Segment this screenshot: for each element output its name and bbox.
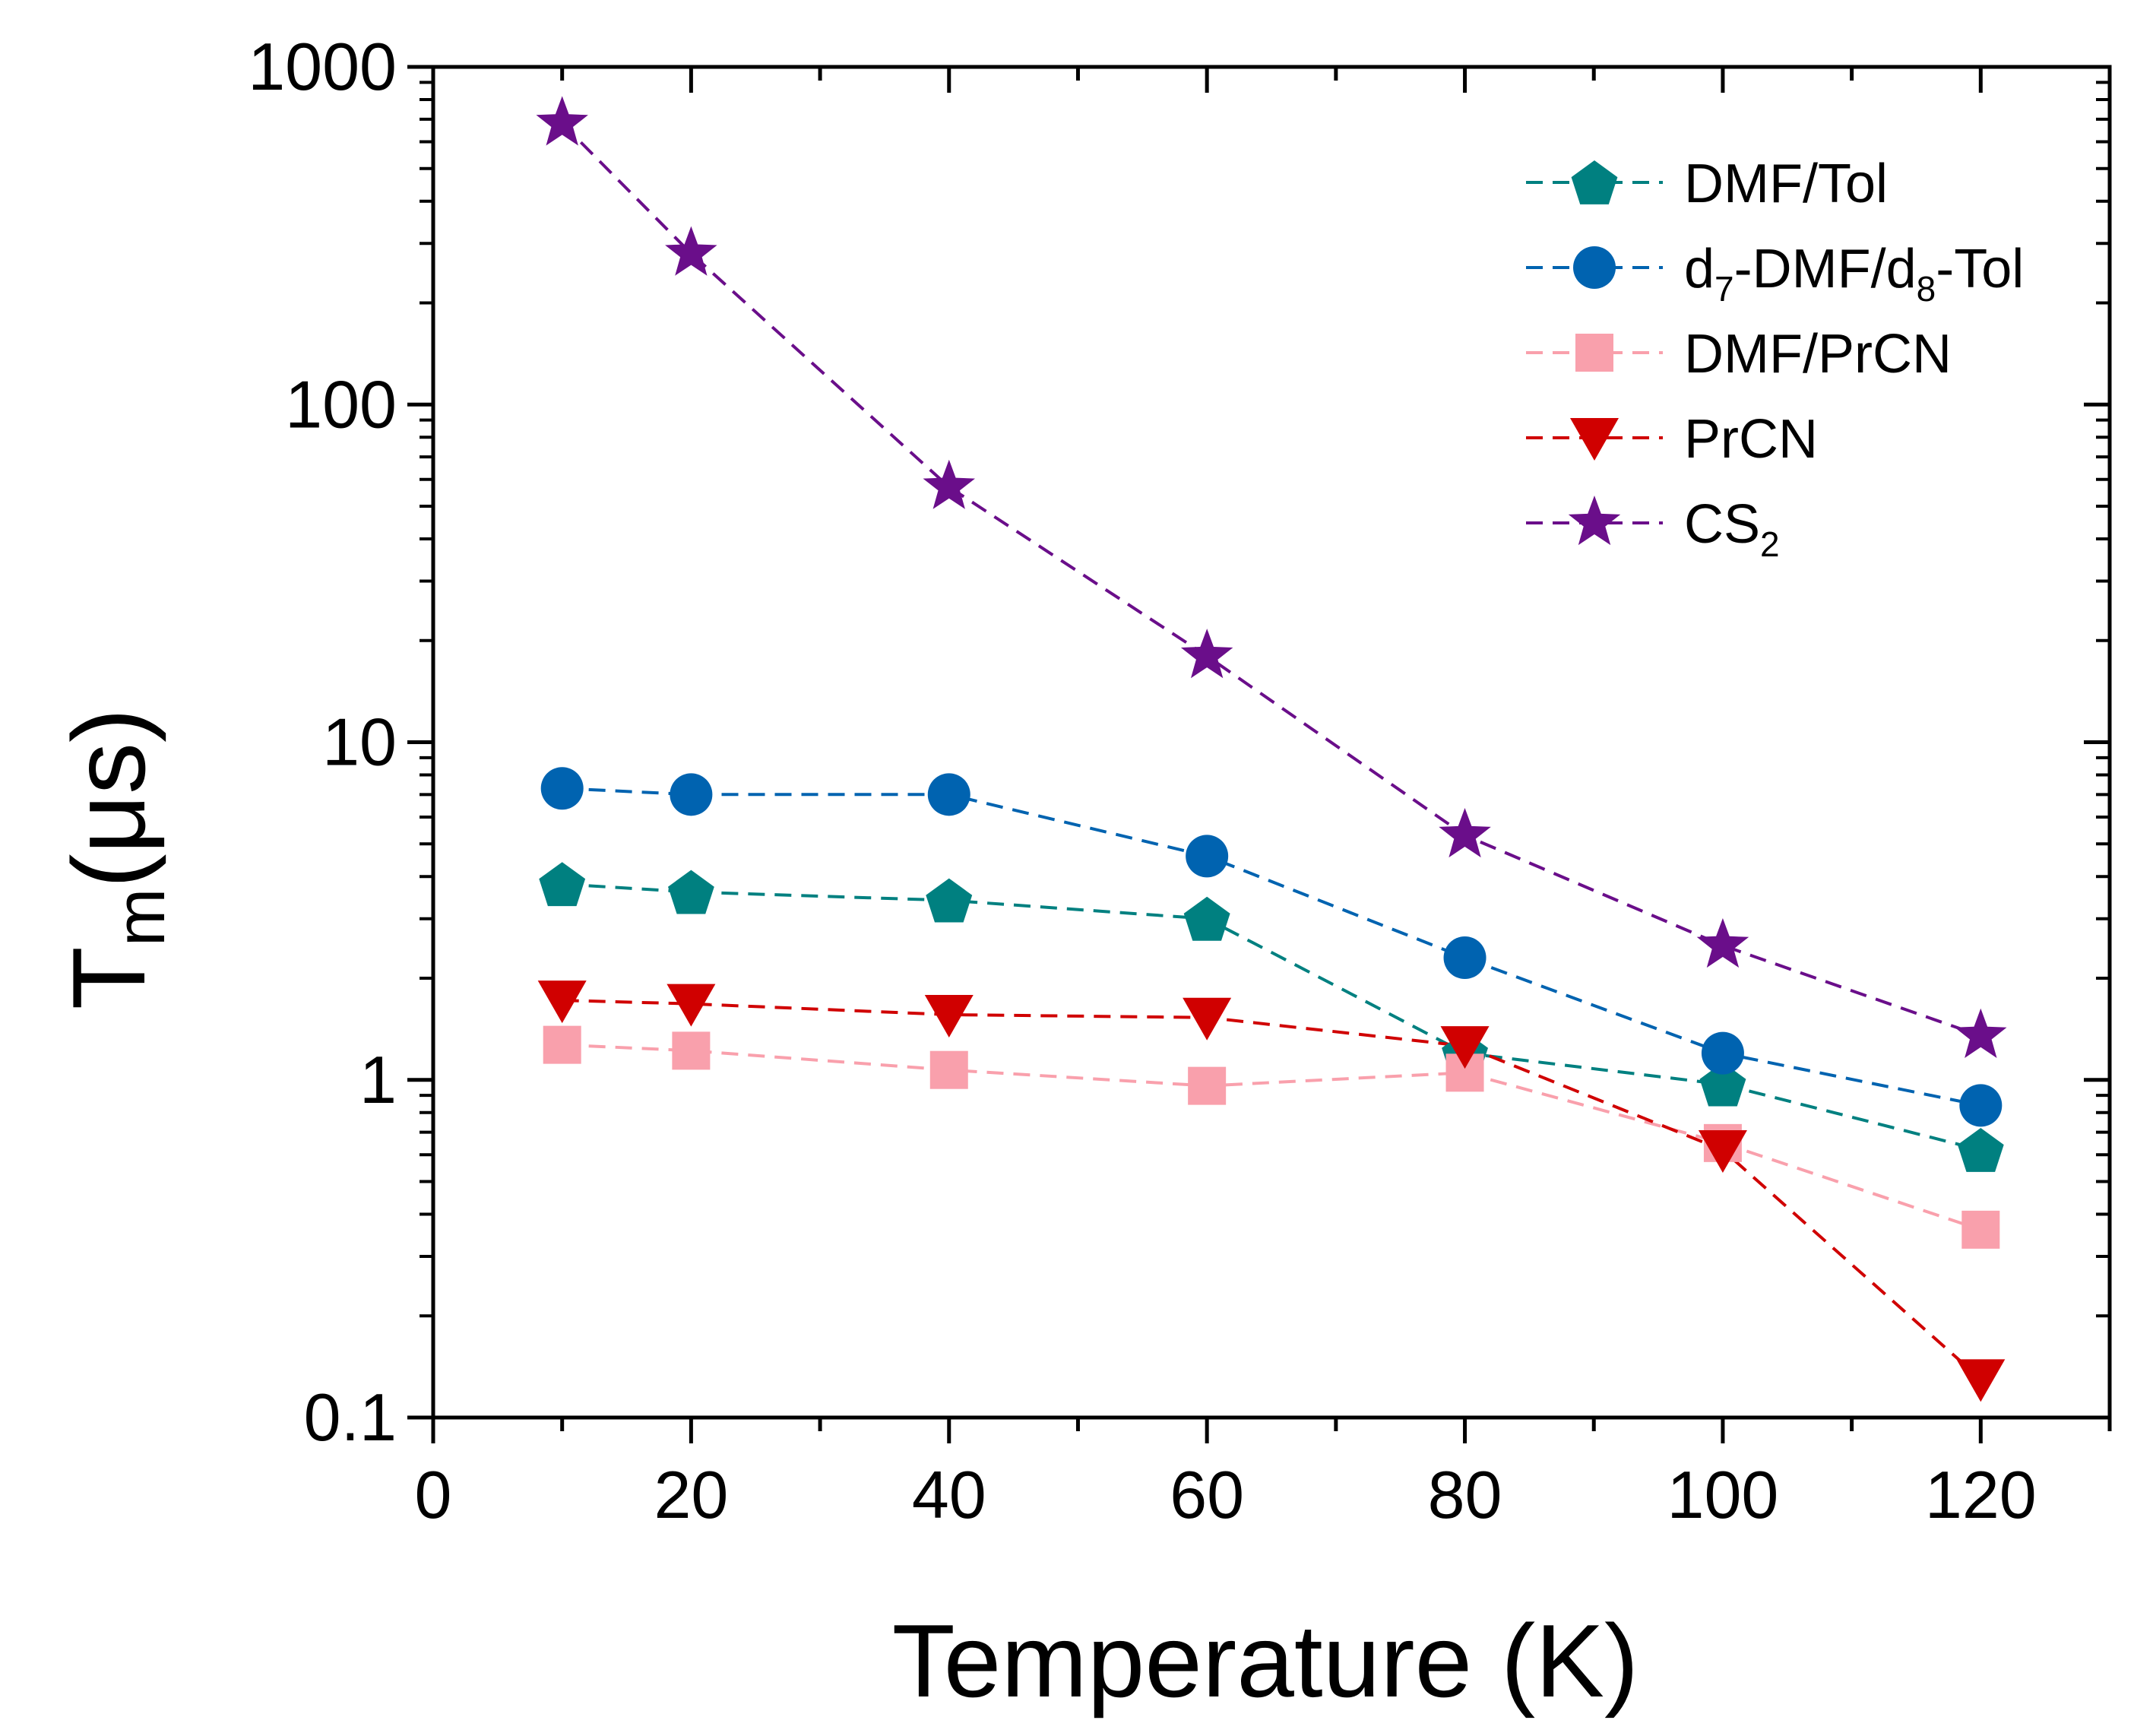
legend-label: d7-DMF/d8-Tol [1684,239,2024,309]
data-point-d7-dmf-d8-tol [540,767,584,810]
data-point-cs2 [1955,1008,2007,1058]
legend-item-dmf-tol: DMF/Tol [1526,154,1888,214]
data-point-d7-dmf-d8-tol [670,773,713,816]
legend-label: DMF/PrCN [1684,324,1952,385]
data-point-prcn [1698,1129,1747,1173]
legend-marker [1568,496,1621,546]
legend-item-dmf-prcn: DMF/PrCN [1526,324,1952,385]
data-point-d7-dmf-d8-tol [1186,835,1229,878]
x-tick-label: 80 [1428,1457,1502,1532]
data-point-cs2 [1439,808,1491,858]
legend-marker [1575,334,1613,372]
data-point-dmf-prcn [1188,1066,1227,1105]
legend-label-part: CS [1684,494,1760,555]
y-tick-label: 1 [359,1042,397,1117]
data-point-cs2 [923,459,975,509]
data-point-dmf-prcn [672,1031,711,1070]
y-tick-label: 0.1 [304,1380,397,1455]
data-point-prcn [1440,1026,1490,1069]
legend-label-part: d [1684,239,1714,299]
legend-item-prcn: PrCN [1526,409,1818,470]
y-axis-title-subscript: m [102,889,179,947]
x-tick-label: 20 [654,1457,728,1532]
plot-area [536,96,2007,1402]
legend-label: PrCN [1684,409,1818,470]
legend-label-part: -Tol [1936,239,2024,299]
legend-item-d7-dmf-d8-tol: d7-DMF/d8-Tol [1526,239,2024,309]
y-axis-title-unit: (μs) [51,708,166,889]
data-point-dmf-prcn [929,1050,968,1089]
y-axis-title-main: T [51,946,166,1009]
data-point-dmf-tol [668,870,714,914]
x-tick-label: 120 [1925,1457,2037,1532]
data-point-cs2 [665,226,717,276]
x-axis-title: Temperature (K) [892,1603,1639,1719]
legend-label-part: DMF/PrCN [1684,324,1952,385]
svg-text:Tm(μs): Tm(μs) [51,708,179,1010]
x-tick-label: 40 [912,1457,986,1532]
legend-label: CS2 [1684,494,1780,564]
legend-label-subscript: 7 [1714,269,1734,309]
data-point-d7-dmf-d8-tol [1443,936,1487,980]
y-tick-label: 100 [285,366,397,442]
legend: DMF/Tol d7-DMF/d8-Tol DMF/PrCN PrCN CS2 [1526,154,2024,564]
data-point-cs2 [536,96,588,146]
x-tick-label: 0 [415,1457,452,1532]
legend-label-subscript: 8 [1917,269,1936,309]
data-point-dmf-tol [926,878,973,923]
y-axis-title: Tm(μs) [51,708,179,1010]
data-point-dmf-tol [539,862,586,907]
data-point-d7-dmf-d8-tol [1701,1031,1744,1075]
axes: 0 20 40 60 80 100 120 0.1 1 10 100 1000 [248,29,2112,1532]
legend-item-cs2: CS2 [1526,494,1780,564]
legend-marker [1573,246,1616,289]
data-point-dmf-prcn [543,1025,581,1064]
legend-label-part: PrCN [1684,409,1818,470]
legend-marker [1570,418,1619,461]
data-point-d7-dmf-d8-tol [1959,1084,2003,1127]
data-point-prcn [1956,1359,2006,1402]
data-point-dmf-tol [1957,1128,2004,1172]
legend-label-subscript: 2 [1760,524,1780,564]
y-tick-label: 1000 [248,29,397,104]
y-tick-label: 10 [322,705,397,780]
data-point-prcn [924,994,974,1037]
data-point-prcn [1183,997,1232,1041]
legend-label-part: DMF/Tol [1684,154,1888,214]
legend-marker [1571,160,1618,204]
data-point-cs2 [1696,918,1749,968]
x-tick-label: 100 [1667,1457,1779,1532]
data-point-dmf-prcn [1961,1210,2000,1249]
data-point-prcn [537,980,587,1024]
legend-label-part: -DMF/d [1734,239,1917,299]
data-point-cs2 [1180,629,1233,679]
data-point-dmf-tol [1699,1062,1746,1107]
data-point-prcn [666,984,716,1027]
x-tick-label: 60 [1170,1457,1244,1532]
data-point-dmf-tol [1183,896,1230,941]
legend-label: DMF/Tol [1684,154,1888,214]
data-point-d7-dmf-d8-tol [927,773,970,816]
